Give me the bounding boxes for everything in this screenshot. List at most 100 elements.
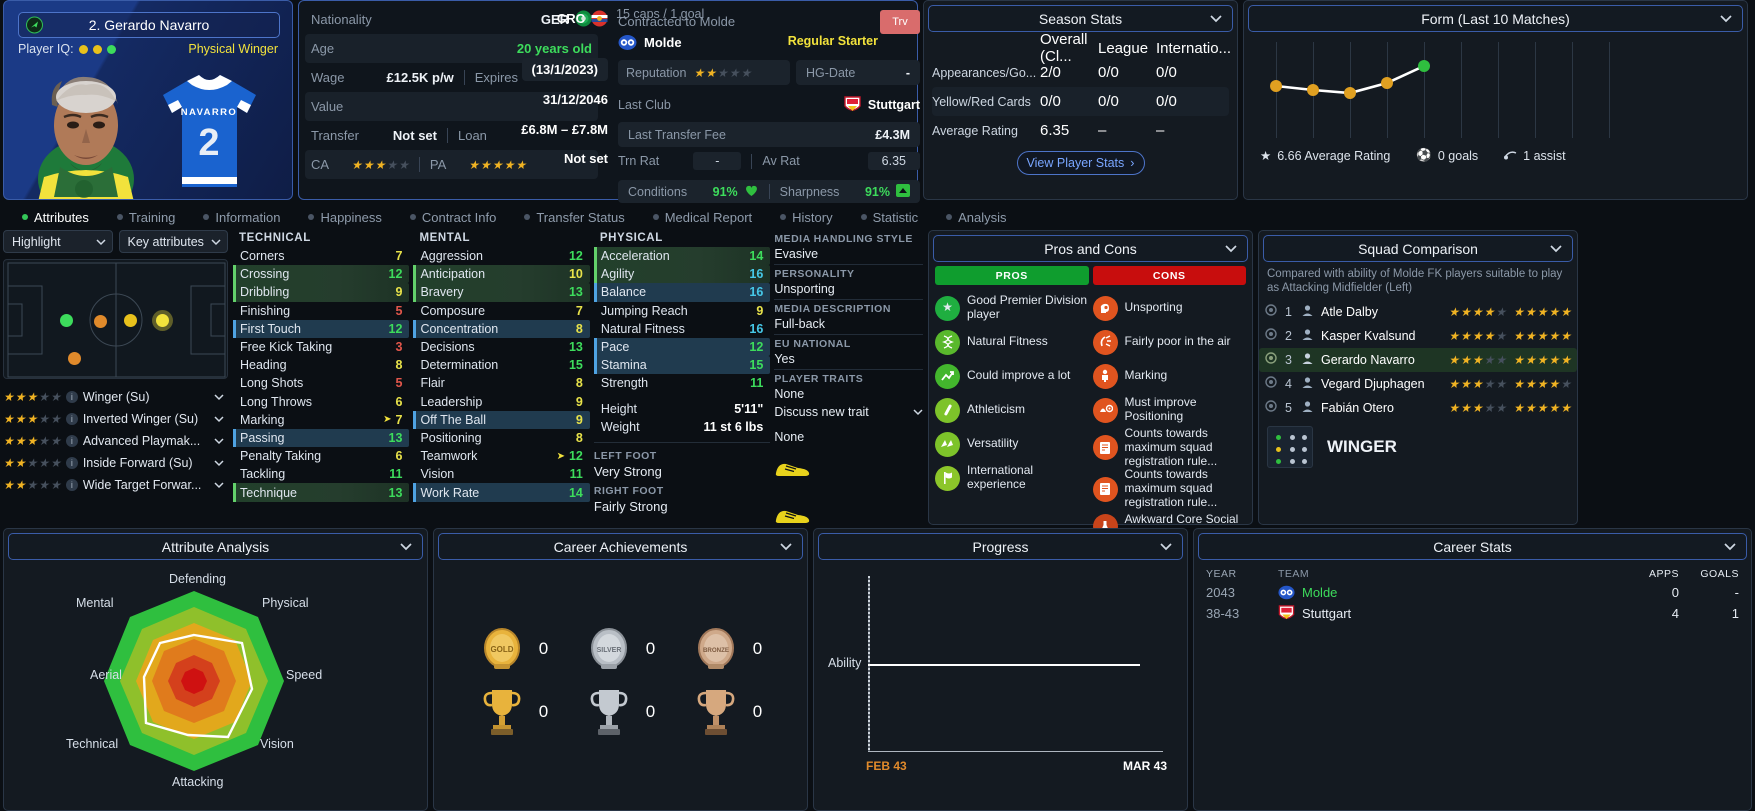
- squad-comparison-note: Compared with ability of Molde FK player…: [1267, 268, 1563, 295]
- attribute-analysis-header[interactable]: Attribute Analysis: [8, 533, 423, 560]
- av-rat-value: 6.35: [867, 152, 920, 170]
- pros-cons-header[interactable]: Pros and Cons: [933, 235, 1248, 262]
- chevron-down-icon[interactable]: [214, 390, 228, 404]
- chevron-down-icon[interactable]: [1550, 244, 1562, 253]
- attr-name: Decisions: [420, 340, 475, 355]
- attr-row: Finishing 5: [233, 302, 409, 320]
- career-stats-row[interactable]: 2043 Molde 0 -: [1194, 582, 1751, 603]
- progress-x-axis: [868, 751, 1163, 752]
- avatar-icon: [1301, 304, 1321, 320]
- age-row: Age 20 years old: [305, 34, 598, 63]
- row-overall: 2/0: [1040, 64, 1061, 81]
- info-icon[interactable]: i: [65, 435, 78, 447]
- role-item[interactable]: ★ ★ ★ ★ ★ i Inverted Winger (Su): [3, 408, 228, 430]
- season-stats-header[interactable]: Season Stats: [928, 5, 1233, 32]
- radio-icon[interactable]: [1265, 376, 1277, 391]
- info-icon[interactable]: i: [65, 391, 78, 403]
- flag-icon: [935, 465, 960, 491]
- progress-header[interactable]: Progress: [818, 533, 1183, 560]
- key-attributes-select[interactable]: Key attributes: [118, 230, 228, 253]
- attr-value: 8: [575, 376, 583, 391]
- tab-information[interactable]: Information: [189, 206, 294, 228]
- last-transfer-fee-row: Last Transfer Fee £4.3M: [618, 122, 920, 147]
- gold-medal-item: GOLD 0: [479, 626, 548, 672]
- squad-row[interactable]: 1 Atle Dalby ★ ★ ★ ★ ★ ★ ★ ★ ★ ★: [1259, 300, 1577, 324]
- pitch-diagram[interactable]: [3, 259, 228, 379]
- chevron-down-icon[interactable]: [1210, 14, 1222, 23]
- chevron-down-icon[interactable]: [214, 434, 228, 448]
- tab-happiness[interactable]: Happiness: [294, 206, 395, 228]
- gold-trophy-item: 0: [479, 686, 548, 738]
- iq-dot-1: [78, 44, 88, 54]
- info-icon[interactable]: i: [65, 479, 78, 491]
- chevron-down-icon[interactable]: [1160, 542, 1172, 551]
- age-value: 20 years old: [516, 41, 592, 56]
- discuss-new-trait[interactable]: Discuss new trait: [774, 404, 923, 422]
- trv-badge[interactable]: Trv: [880, 10, 920, 34]
- player-name: 2. Gerardo Navarro: [88, 17, 210, 33]
- radar-label-defending: Defending: [169, 572, 226, 586]
- radar-polygons: [104, 591, 284, 771]
- silver-trophy-item: 0: [586, 686, 655, 738]
- view-player-stats-button[interactable]: View Player Stats ›: [1016, 151, 1145, 175]
- tab-analysis[interactable]: Analysis: [932, 206, 1020, 228]
- radio-icon[interactable]: [1265, 352, 1277, 367]
- caps-value: 15 caps / 1 goal: [616, 7, 705, 21]
- squad-comparison-header[interactable]: Squad Comparison: [1263, 235, 1573, 262]
- divider: [463, 70, 465, 85]
- reputation-row: Reputation ★ ★ ★ ★ ★: [618, 60, 790, 85]
- squad-row[interactable]: 5 Fabián Otero ★ ★ ★ ★ ★ ★ ★ ★ ★ ★: [1259, 396, 1577, 420]
- attr-row: Crossing 12: [233, 265, 410, 284]
- attr-name: Positioning: [420, 430, 482, 445]
- squad-row-selected[interactable]: 3 Gerardo Navarro ★ ★ ★ ★ ★ ★ ★ ★ ★ ★: [1259, 347, 1577, 372]
- chevron-down-icon[interactable]: [214, 456, 228, 470]
- radio-icon[interactable]: [1265, 304, 1277, 319]
- career-achievements-header[interactable]: Career Achievements: [438, 533, 803, 560]
- tab-training[interactable]: Training: [103, 206, 189, 228]
- trophies-row: 0 0: [460, 686, 781, 738]
- pros-header-label: PROS: [995, 269, 1028, 282]
- tab-history[interactable]: History: [766, 206, 846, 228]
- tab-transfer-status[interactable]: Transfer Status: [510, 206, 638, 228]
- tab-statistic[interactable]: Statistic: [847, 206, 933, 228]
- attr-name: Concentration: [420, 321, 499, 336]
- career-stats-row[interactable]: 38-43 Stuttgart 4 1: [1194, 603, 1751, 624]
- attr-name: Agility: [600, 267, 635, 282]
- highlight-select[interactable]: Highlight: [3, 230, 113, 253]
- form-header[interactable]: Form (Last 10 Matches): [1248, 5, 1743, 32]
- attr-value: 6: [395, 394, 403, 409]
- radio-icon[interactable]: [1265, 328, 1277, 343]
- info-icon[interactable]: i: [65, 413, 78, 425]
- chevron-down-icon[interactable]: [214, 412, 228, 426]
- attr-value: 9: [575, 412, 583, 427]
- chevron-down-icon[interactable]: [1724, 542, 1736, 551]
- attr-name: Acceleration: [600, 249, 670, 264]
- radio-icon[interactable]: [1265, 400, 1277, 415]
- role-item[interactable]: ★ ★ ★ ★ ★ i Wide Target Forwar...: [3, 474, 228, 496]
- chevron-down-icon[interactable]: [1720, 14, 1732, 23]
- row-label: Appearances/Go...: [932, 65, 1037, 80]
- form-summary: ★ 6.66 Average Rating ⚽ 0 goals 1 assist: [1244, 146, 1747, 165]
- info-icon[interactable]: i: [65, 457, 78, 469]
- tab-medical-report[interactable]: Medical Report: [639, 206, 766, 228]
- squad-row[interactable]: 4 Vegard Djuphagen ★ ★ ★ ★ ★ ★ ★ ★ ★ ★: [1259, 372, 1577, 396]
- chevron-down-icon[interactable]: [1225, 244, 1237, 253]
- attr-value: 12: [568, 449, 583, 464]
- chevron-down-icon[interactable]: [400, 542, 412, 551]
- chevron-down-icon[interactable]: [214, 478, 228, 492]
- role-label: Wide Target Forwar...: [82, 478, 202, 492]
- squad-row[interactable]: 2 Kasper Kvalsund ★ ★ ★ ★ ★ ★ ★ ★ ★ ★: [1259, 324, 1577, 348]
- career-stats-header[interactable]: Career Stats: [1198, 533, 1747, 560]
- tab-contract-info[interactable]: Contract Info: [396, 206, 510, 228]
- avatar-icon: [1301, 328, 1321, 344]
- role-item[interactable]: ★ ★ ★ ★ ★ i Winger (Su): [3, 386, 228, 408]
- attr-row: Composure 7: [413, 302, 589, 320]
- con-label: Fairly poor in the air: [1124, 334, 1231, 349]
- squad-rank: 4: [1285, 376, 1292, 391]
- player-name-bar[interactable]: 2. Gerardo Navarro: [18, 12, 280, 38]
- discuss-new-trait-label: Discuss new trait: [774, 405, 869, 419]
- chevron-down-icon[interactable]: [780, 542, 792, 551]
- role-item[interactable]: ★ ★ ★ ★ ★ i Inside Forward (Su): [3, 452, 228, 474]
- role-item[interactable]: ★ ★ ★ ★ ★ i Advanced Playmak...: [3, 430, 228, 452]
- tab-attributes[interactable]: Attributes: [8, 206, 103, 228]
